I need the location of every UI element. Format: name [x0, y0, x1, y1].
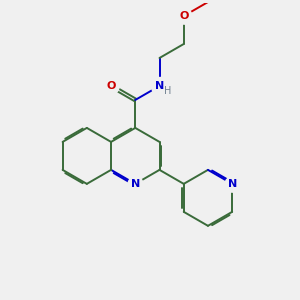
Text: O: O	[106, 81, 116, 91]
Text: N: N	[131, 179, 140, 189]
Text: N: N	[228, 179, 237, 189]
Text: O: O	[179, 11, 188, 21]
Text: N: N	[155, 81, 164, 91]
Text: H: H	[164, 86, 171, 96]
